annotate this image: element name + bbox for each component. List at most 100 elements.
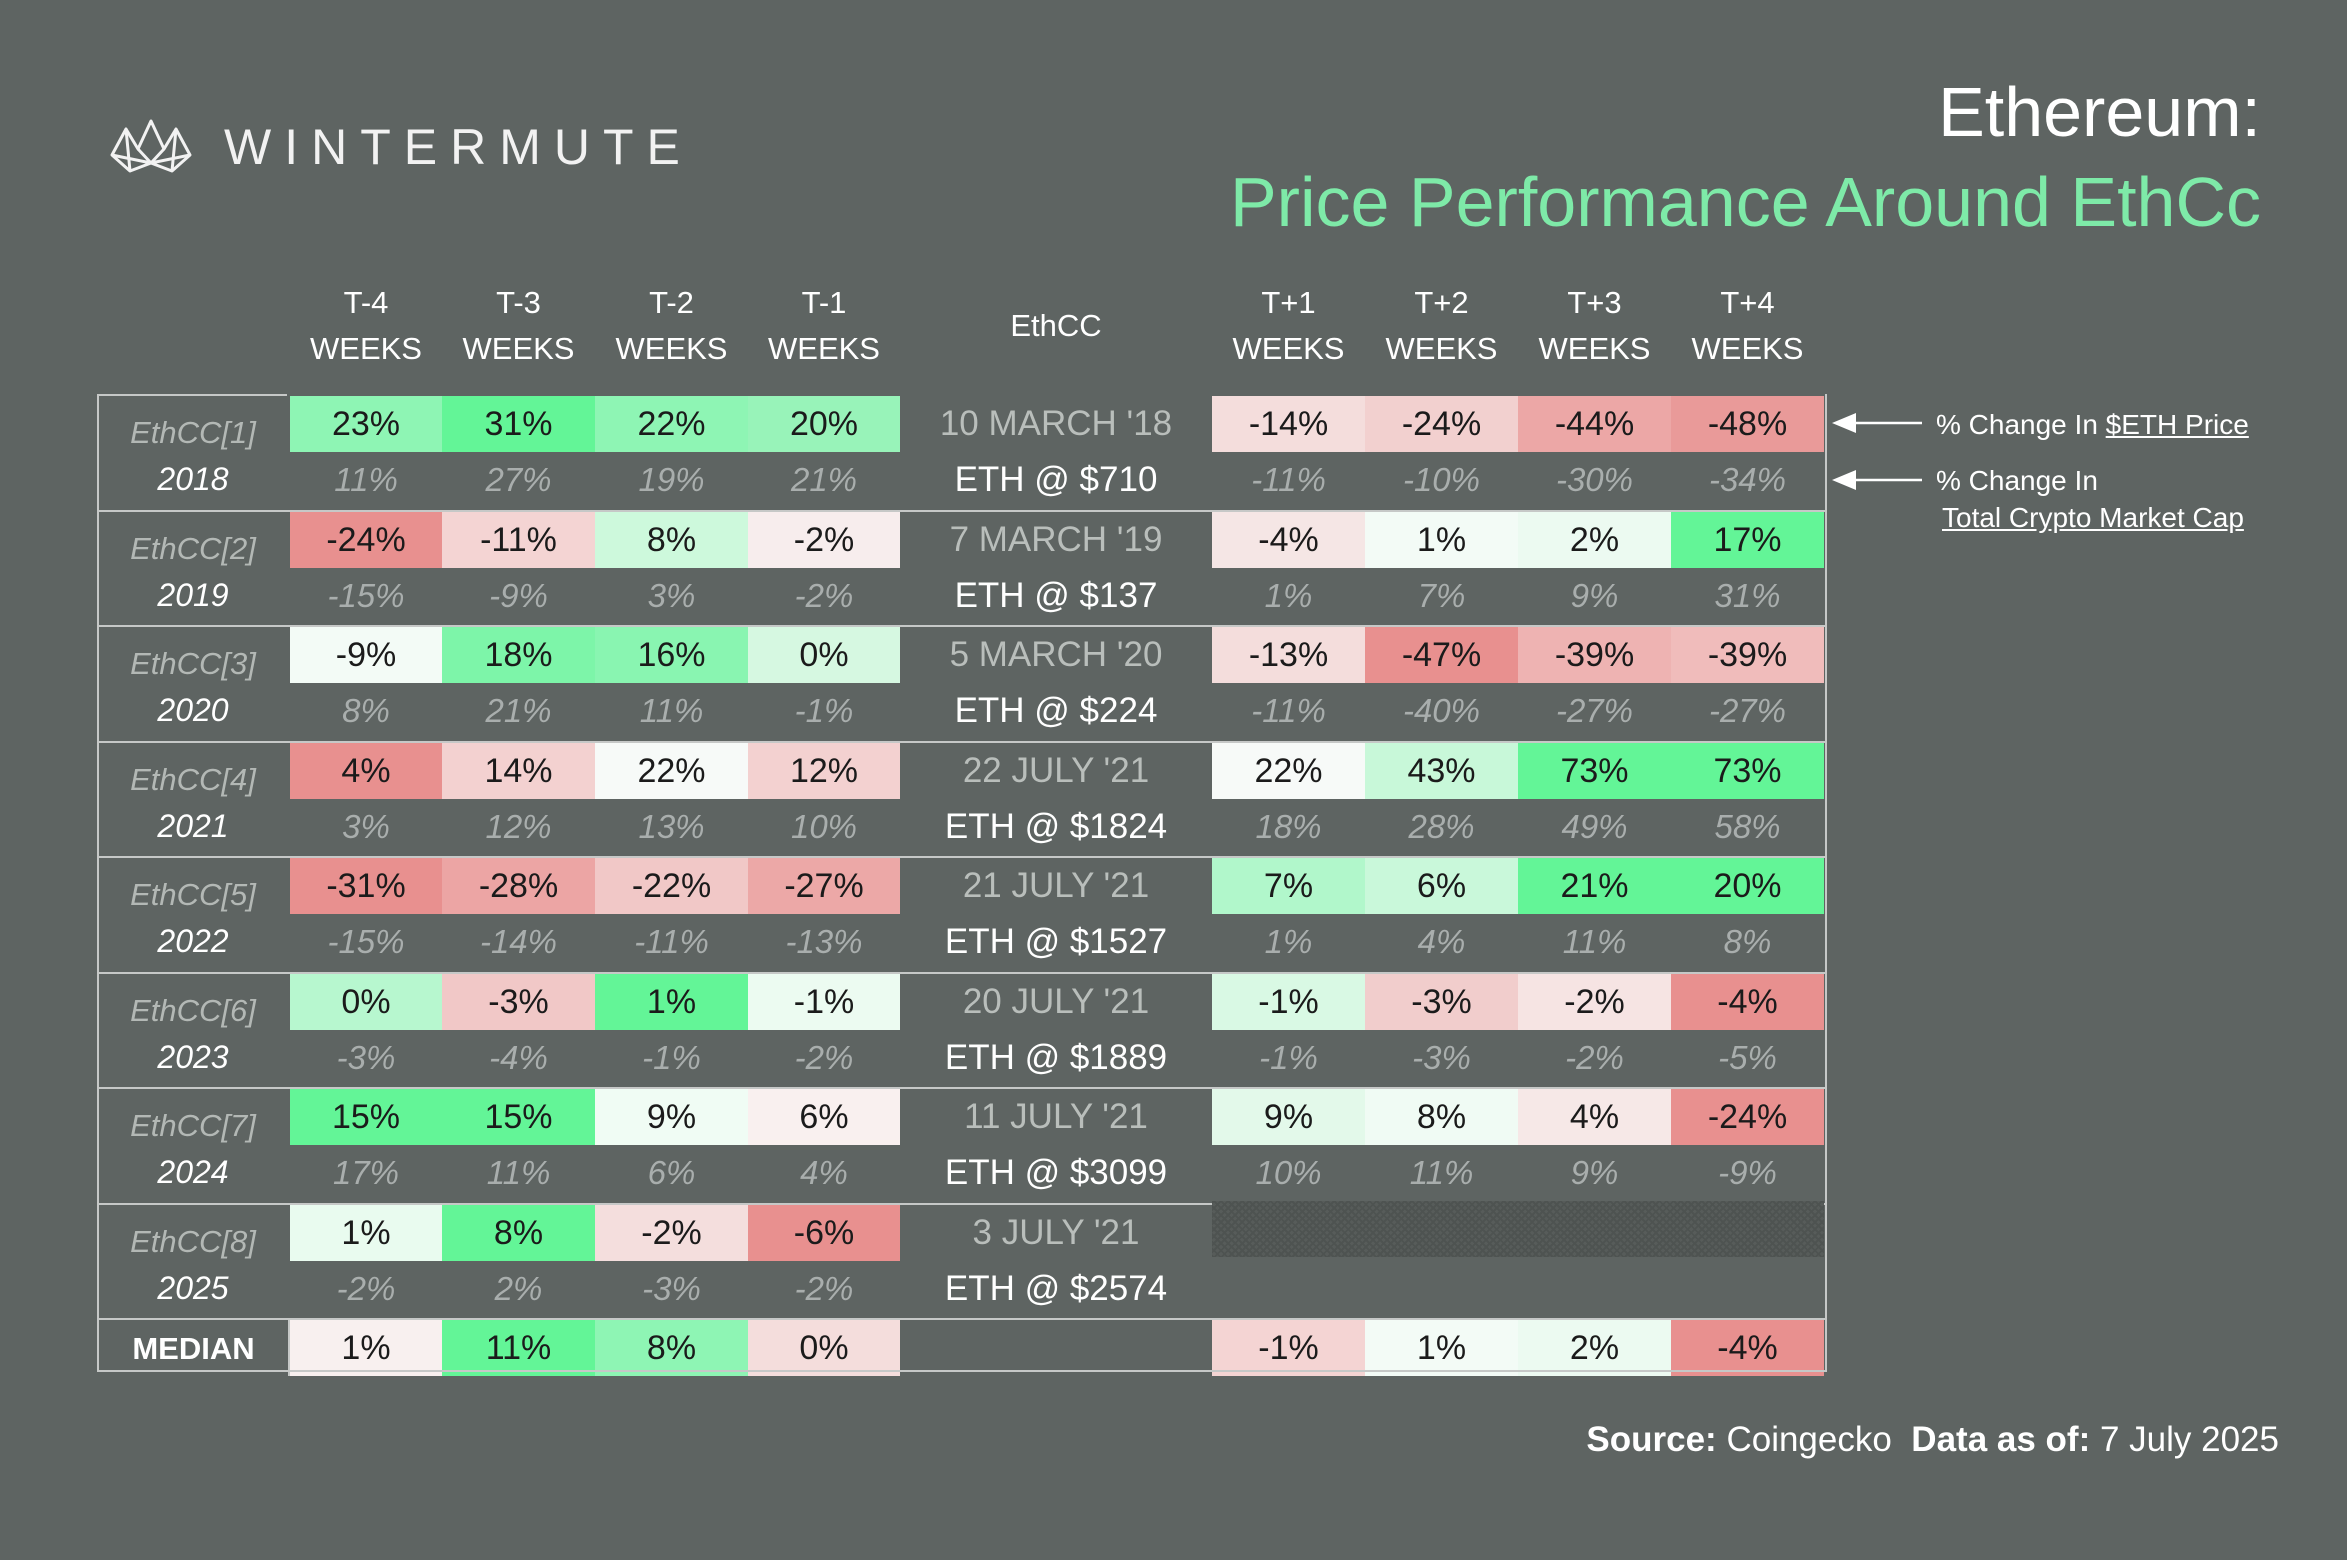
eth-change-cell: -3% bbox=[1365, 974, 1518, 1030]
mcap-change-cell: -9% bbox=[1718, 1154, 1777, 1191]
mcap-change-cell: -3% bbox=[1412, 1039, 1471, 1076]
column-header-line1: T-3 bbox=[496, 285, 541, 320]
mcap-change-cell: 10% bbox=[790, 808, 858, 845]
eth-change-cell: -1% bbox=[1212, 974, 1365, 1030]
mcap-change-cell: -34% bbox=[1708, 461, 1787, 498]
eth-price: ETH @ $1527 bbox=[944, 922, 1168, 961]
eth-change-cell: 73% bbox=[1671, 743, 1824, 799]
eth-change-cell: 20% bbox=[1671, 858, 1824, 914]
column-header-line2: WEEKS bbox=[615, 331, 728, 366]
eth-change-cell: 23% bbox=[290, 396, 442, 452]
eth-price: ETH @ $137 bbox=[954, 576, 1158, 615]
column-header-line2: WEEKS bbox=[768, 331, 880, 366]
eth-change-cell: -2% bbox=[595, 1205, 748, 1261]
median-cell: -1% bbox=[1212, 1320, 1365, 1376]
mcap-change-cell: 18% bbox=[1255, 808, 1322, 845]
eth-change-cell: -44% bbox=[1518, 396, 1671, 452]
eth-price: ETH @ $2574 bbox=[944, 1269, 1168, 1308]
mcap-change-cell: -40% bbox=[1402, 692, 1481, 729]
column-header-line2: WEEKS bbox=[462, 331, 575, 366]
eth-change-cell: -24% bbox=[290, 512, 442, 568]
mcap-change-cell: 17% bbox=[332, 1154, 400, 1191]
eth-change-cell: -24% bbox=[1671, 1089, 1824, 1145]
source-note: Source: Coingecko Data as of: 7 July 202… bbox=[1586, 1420, 2279, 1460]
column-header: T-4 WEEKS bbox=[290, 278, 442, 374]
mcap-change-cell: 2% bbox=[494, 1270, 543, 1307]
mcap-change-cell: -2% bbox=[794, 1039, 854, 1076]
mcap-change-cell: -3% bbox=[336, 1039, 396, 1076]
mcap-change-cell: -11% bbox=[1251, 461, 1326, 498]
column-header: T-1 WEEKS bbox=[748, 278, 900, 374]
event-date: 21 JULY '21 bbox=[962, 866, 1150, 905]
mcap-change-cell: 7% bbox=[1417, 577, 1466, 614]
eth-price: ETH @ $1889 bbox=[944, 1038, 1168, 1077]
mcap-change-cell: -27% bbox=[1555, 692, 1634, 729]
mcap-change-cell: 19% bbox=[638, 461, 705, 498]
column-header-line2: WEEKS bbox=[1385, 331, 1498, 366]
mcap-change-cell: 9% bbox=[1570, 577, 1619, 614]
eth-change-cell: 6% bbox=[748, 1089, 900, 1145]
row-separator bbox=[97, 856, 1827, 858]
column-header: EthCC bbox=[900, 278, 1212, 374]
column-header-line1: T-2 bbox=[649, 285, 694, 320]
eth-change-cell: 4% bbox=[1518, 1089, 1671, 1145]
column-header-line2: WEEKS bbox=[1232, 331, 1345, 366]
legend-eth-link[interactable]: $ETH Price bbox=[2105, 409, 2249, 440]
eth-change-cell: 22% bbox=[595, 396, 748, 452]
legend-mcap-arrow bbox=[1832, 467, 1922, 493]
row-label-cell: EthCC[5] 2022 bbox=[97, 856, 287, 972]
eth-change-cell: -39% bbox=[1671, 627, 1824, 683]
eth-change-cell: -4% bbox=[1212, 512, 1365, 568]
column-header: T-3 WEEKS bbox=[442, 278, 595, 374]
mcap-change-cell: 12% bbox=[485, 808, 552, 845]
mcap-change-cell: 11% bbox=[486, 1154, 551, 1191]
eth-change-cell: 15% bbox=[442, 1089, 595, 1145]
column-header: T+4 WEEKS bbox=[1671, 278, 1824, 374]
chart-subtitle: Price Performance Around EthCc bbox=[1229, 163, 2261, 241]
mcap-change-cell: -5% bbox=[1718, 1039, 1777, 1076]
chart-title: Ethereum: bbox=[1938, 73, 2261, 151]
column-header-line2: WEEKS bbox=[310, 331, 422, 366]
brand-name: WINTERMUTE bbox=[224, 119, 693, 175]
eth-change-cell: 9% bbox=[1212, 1089, 1365, 1145]
eth-change-cell: 0% bbox=[290, 974, 442, 1030]
row-label-cell: EthCC[1] 2018 bbox=[97, 394, 287, 510]
mcap-change-cell: 49% bbox=[1561, 808, 1628, 845]
mcap-change-cell: 21% bbox=[790, 461, 858, 498]
eth-change-cell: 1% bbox=[1365, 512, 1518, 568]
mcap-change-cell: 3% bbox=[342, 808, 390, 845]
row-separator bbox=[97, 625, 1827, 627]
source-label: Source: bbox=[1586, 1420, 1717, 1459]
legend-mcap-link[interactable]: Total Crypto Market Cap bbox=[1942, 502, 2244, 533]
mcap-change-cell: -10% bbox=[1402, 461, 1481, 498]
column-header-line1: T+3 bbox=[1567, 285, 1622, 320]
eth-change-cell: 31% bbox=[442, 396, 595, 452]
mcap-change-cell: -15% bbox=[327, 923, 405, 960]
column-header-line1: T+1 bbox=[1261, 285, 1316, 320]
row-event-label: EthCC[5] bbox=[130, 877, 256, 912]
eth-change-cell: 18% bbox=[442, 627, 595, 683]
column-header: T+3 WEEKS bbox=[1518, 278, 1671, 374]
event-date: 5 MARCH '20 bbox=[949, 635, 1163, 674]
eth-change-cell: 7% bbox=[1212, 858, 1365, 914]
eth-change-cell: 6% bbox=[1365, 858, 1518, 914]
eth-change-cell: -3% bbox=[442, 974, 595, 1030]
eth-change-cell: -27% bbox=[748, 858, 900, 914]
eth-change-cell: 14% bbox=[442, 743, 595, 799]
row-year: 2025 bbox=[157, 1270, 229, 1306]
eth-change-cell: -9% bbox=[290, 627, 442, 683]
mcap-change-cell: -9% bbox=[489, 577, 548, 614]
row-separator bbox=[97, 510, 1827, 512]
eth-change-cell: 20% bbox=[748, 396, 900, 452]
row-separator bbox=[97, 741, 1827, 743]
eth-change-cell: 1% bbox=[290, 1205, 442, 1261]
eth-change-cell: 12% bbox=[748, 743, 900, 799]
row-year: 2023 bbox=[157, 1039, 229, 1075]
mcap-change-cell: 58% bbox=[1714, 808, 1781, 845]
row-event-label: EthCC[3] bbox=[130, 646, 256, 681]
column-header: T+1 WEEKS bbox=[1212, 278, 1365, 374]
legend-eth-arrow bbox=[1832, 410, 1922, 436]
mcap-change-cell: 11% bbox=[1409, 1154, 1474, 1191]
eth-change-cell: 2% bbox=[1518, 512, 1671, 568]
eth-change-cell: -39% bbox=[1518, 627, 1671, 683]
